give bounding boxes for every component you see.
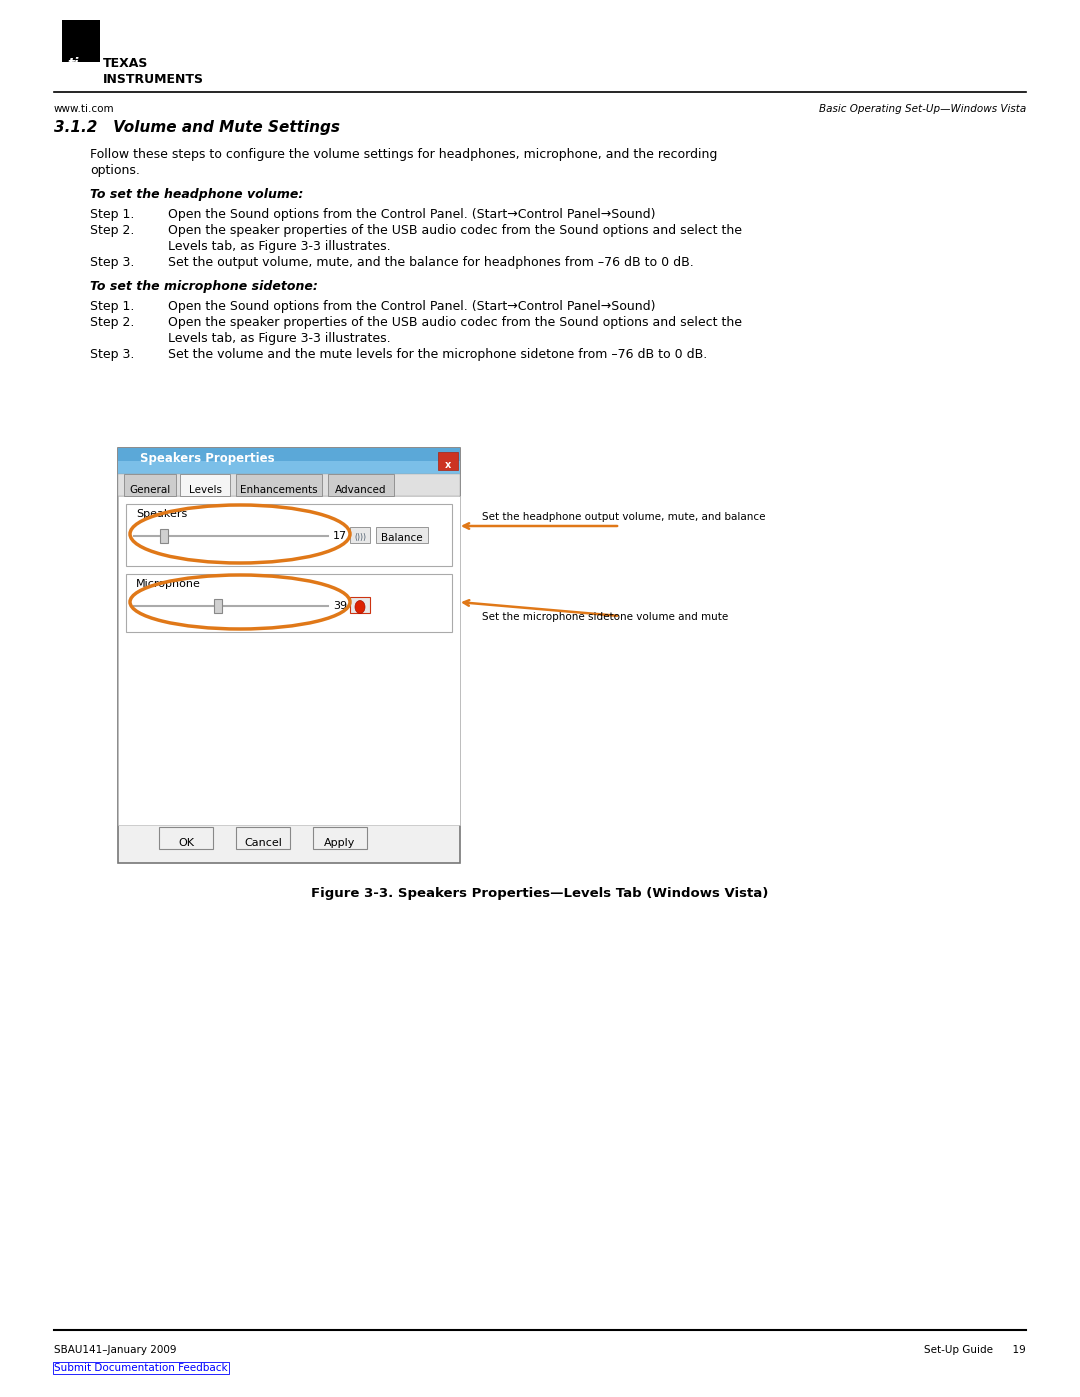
Text: Step 3.: Step 3.: [90, 256, 134, 270]
Bar: [160, 529, 168, 543]
Bar: [124, 474, 176, 496]
Text: 39: 39: [333, 601, 347, 610]
Text: Set the microphone sidetone volume and mute: Set the microphone sidetone volume and m…: [482, 612, 728, 622]
Text: Figure 3-3. Speakers Properties—Levels Tab (Windows Vista): Figure 3-3. Speakers Properties—Levels T…: [311, 887, 769, 900]
Text: www.ti.com: www.ti.com: [54, 103, 114, 115]
Text: x: x: [445, 460, 451, 469]
Text: Step 2.: Step 2.: [90, 224, 134, 237]
Text: Step 1.: Step 1.: [90, 208, 134, 221]
Text: Apply: Apply: [324, 838, 355, 848]
Bar: [214, 599, 222, 613]
Text: Cancel: Cancel: [244, 838, 282, 848]
Text: Open the speaker properties of the USB audio codec from the Sound options and se: Open the speaker properties of the USB a…: [168, 224, 742, 237]
Text: 3.1.2   Volume and Mute Settings: 3.1.2 Volume and Mute Settings: [54, 120, 340, 136]
Circle shape: [355, 601, 365, 613]
Bar: [237, 827, 291, 849]
Bar: [118, 461, 460, 474]
Text: To set the microphone sidetone:: To set the microphone sidetone:: [90, 279, 318, 293]
Bar: [180, 474, 230, 496]
Bar: [328, 474, 394, 496]
Text: Open the Sound options from the Control Panel. (Start→Control Panel→Sound): Open the Sound options from the Control …: [168, 300, 656, 313]
Text: Advanced: Advanced: [335, 485, 387, 495]
Bar: [350, 597, 370, 613]
Bar: [118, 448, 460, 474]
Text: ())): ())): [354, 534, 366, 542]
FancyBboxPatch shape: [62, 20, 100, 61]
Text: TEXAS: TEXAS: [103, 57, 148, 70]
Text: Set the headphone output volume, mute, and balance: Set the headphone output volume, mute, a…: [482, 511, 766, 522]
Text: Speakers Properties: Speakers Properties: [140, 453, 274, 465]
Bar: [438, 453, 458, 469]
Text: Set the output volume, mute, and the balance for headphones from –76 dB to 0 dB.: Set the output volume, mute, and the bal…: [168, 256, 693, 270]
Text: Set-Up Guide      19: Set-Up Guide 19: [924, 1345, 1026, 1355]
Bar: [376, 527, 428, 543]
Text: Microphone: Microphone: [136, 578, 201, 590]
Text: Levels tab, as Figure 3-3 illustrates.: Levels tab, as Figure 3-3 illustrates.: [168, 332, 391, 345]
Text: Basic Operating Set-Up—Windows Vista: Basic Operating Set-Up—Windows Vista: [819, 103, 1026, 115]
Text: To set the headphone volume:: To set the headphone volume:: [90, 189, 303, 201]
Bar: [313, 827, 367, 849]
Bar: [350, 527, 370, 543]
Bar: [118, 496, 460, 826]
Text: Balance: Balance: [381, 534, 422, 543]
Text: SBAU141–January 2009: SBAU141–January 2009: [54, 1345, 176, 1355]
Bar: [118, 474, 460, 496]
Text: Speakers: Speakers: [136, 509, 187, 520]
Bar: [159, 827, 213, 849]
Text: Levels tab, as Figure 3-3 illustrates.: Levels tab, as Figure 3-3 illustrates.: [168, 240, 391, 253]
Text: Step 1.: Step 1.: [90, 300, 134, 313]
Bar: [126, 574, 453, 631]
Bar: [126, 504, 453, 566]
Text: Set the volume and the mute levels for the microphone sidetone from –76 dB to 0 : Set the volume and the mute levels for t…: [168, 348, 707, 360]
Text: options.: options.: [90, 163, 140, 177]
Text: 17: 17: [333, 531, 347, 541]
Bar: [237, 474, 322, 496]
Text: Levels: Levels: [189, 485, 221, 495]
Text: Open the speaker properties of the USB audio codec from the Sound options and se: Open the speaker properties of the USB a…: [168, 316, 742, 330]
Text: Follow these steps to configure the volume settings for headphones, microphone, : Follow these steps to configure the volu…: [90, 148, 717, 161]
Text: General: General: [130, 485, 171, 495]
Text: Open the Sound options from the Control Panel. (Start→Control Panel→Sound): Open the Sound options from the Control …: [168, 208, 656, 221]
Text: Enhancements: Enhancements: [240, 485, 318, 495]
Text: Step 2.: Step 2.: [90, 316, 134, 330]
Bar: [118, 448, 460, 863]
Text: OK: OK: [178, 838, 194, 848]
Text: ti: ti: [67, 57, 79, 71]
Text: Step 3.: Step 3.: [90, 348, 134, 360]
Text: Submit Documentation Feedback: Submit Documentation Feedback: [54, 1363, 228, 1373]
Text: INSTRUMENTS: INSTRUMENTS: [103, 73, 204, 87]
